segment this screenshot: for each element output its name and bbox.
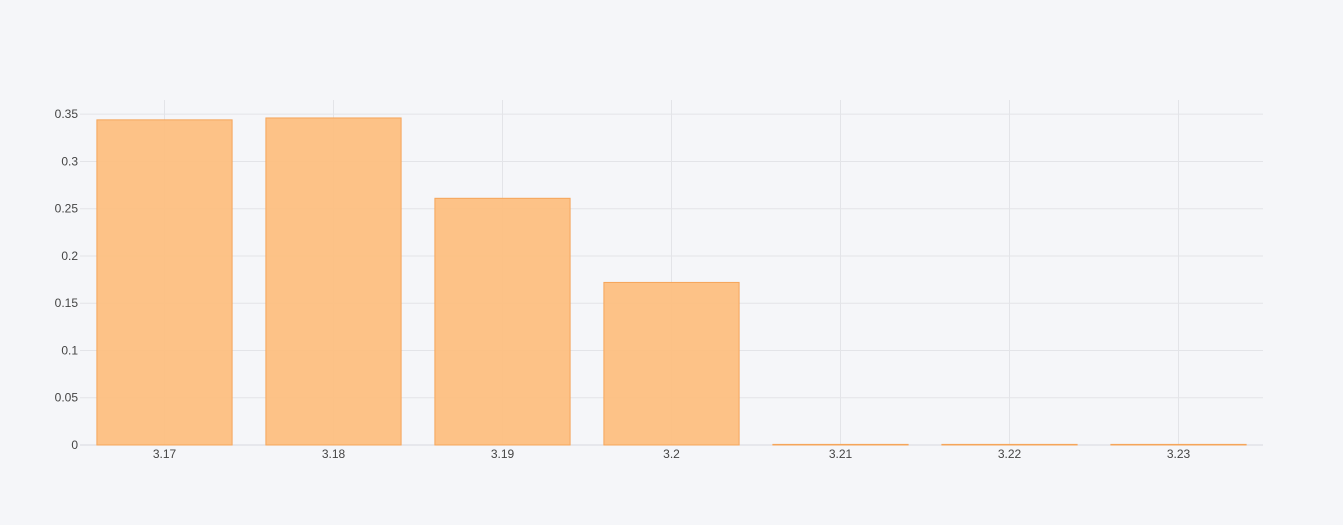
y-axis-ticks: 0 0.05 0.1 0.15 0.2 0.25 0.3 0.35 [55,107,79,452]
x-tick-label: 3.17 [153,447,177,461]
bar-3.22[interactable] [941,443,1078,446]
x-tick-label: 3.19 [491,447,515,461]
bar-3.21[interactable] [772,443,909,446]
y-tick-label: 0.35 [55,107,79,121]
bar-3.17[interactable] [96,119,233,446]
y-tick-label: 0.1 [61,343,78,357]
x-tick-label: 3.18 [322,447,346,461]
x-tick-label: 3.23 [1167,447,1191,461]
bar-3.18[interactable] [265,117,402,446]
x-axis-ticks: 3.17 3.18 3.19 3.2 3.21 3.22 3.23 [153,447,1191,461]
y-tick-label: 0.2 [61,249,78,263]
y-tick-label: 0.3 [61,154,78,168]
bar-3.19[interactable] [434,197,571,446]
y-tick-label: 0 [71,438,78,452]
y-tick-label: 0.15 [55,296,79,310]
y-tick-label: 0.25 [55,202,79,216]
bar-3.2[interactable] [603,281,740,446]
bar-layer [96,117,1247,446]
bar-3.23[interactable] [1110,443,1247,446]
y-tick-label: 0.05 [55,391,79,405]
x-tick-label: 3.21 [829,447,853,461]
x-tick-label: 3.2 [663,447,680,461]
x-tick-label: 3.22 [998,447,1022,461]
